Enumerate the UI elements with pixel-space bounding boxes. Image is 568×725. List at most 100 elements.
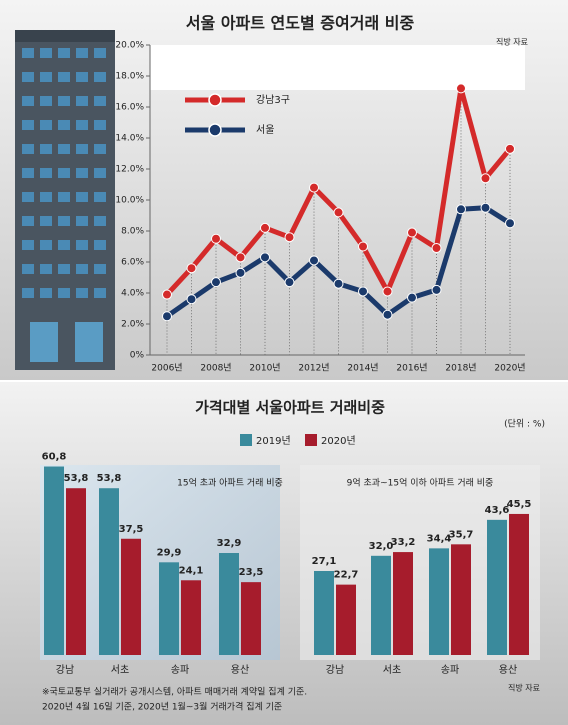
x-tick-label: 강남 [56,664,74,676]
value-label: 32,0 [369,541,394,552]
building-window [76,144,88,154]
building-window [40,144,52,154]
building-window [40,168,52,178]
legend-label: 강남3구 [256,94,290,106]
legend-label: 2020년 [321,435,356,447]
point [211,233,221,244]
bar [451,544,471,655]
value-label: 24,1 [179,565,204,576]
building-window [76,96,88,106]
value-label: 53,8 [97,473,122,484]
building-window [40,120,52,130]
x-tick-label: 서초 [111,664,129,676]
building-window [58,168,70,178]
point [186,263,197,274]
source: 직방 자료 [496,37,528,47]
x-tick-label: 2008년 [200,363,231,374]
point [456,204,466,215]
point [211,277,221,288]
value-label: 45,5 [507,499,532,510]
building-window [58,96,70,106]
y-tick-label: 6.0% [121,258,144,268]
y-tick-label: 16.0% [115,103,144,113]
point [284,232,295,243]
building-window [94,144,106,154]
bar [487,519,507,655]
legend-swatch [240,434,252,446]
building-window [22,288,34,298]
point [431,243,442,254]
building-window [22,120,34,130]
building-window [40,264,52,274]
building [15,30,115,370]
building-door [75,322,103,362]
point [162,311,172,322]
point [260,222,270,233]
point [456,83,466,94]
building-window [94,168,106,178]
building-window [22,144,34,154]
chart-title: 가격대별 서울아파트 거래비중 [195,399,385,417]
bar [314,570,334,655]
y-tick-label: 8.0% [121,227,144,237]
building-window [76,216,88,226]
building-window [22,96,34,106]
building-window [40,288,52,298]
unit: (단위 : %) [504,419,545,430]
bar [99,488,119,655]
x-tick-label: 2020년 [494,363,525,374]
point [162,289,172,300]
building-window [94,120,106,130]
bar [181,580,201,655]
point [235,252,246,263]
building-window [76,192,88,202]
building-window [58,216,70,226]
legend-label: 서울 [256,124,274,136]
building-window [76,264,88,274]
legend-marker [208,93,222,107]
building-window [94,288,106,298]
value-label: 43,6 [485,505,510,516]
point [309,255,319,266]
building-body [15,40,115,370]
building-window [58,120,70,130]
building-window [58,144,70,154]
value-label: 35,7 [449,529,474,540]
value-label: 32,9 [217,538,242,549]
panel-subtitle: 15억 초과 아파트 거래 비중 [177,477,283,489]
bar [336,584,356,655]
point [333,207,344,218]
point [480,173,491,184]
legend-label: 2019년 [256,435,291,447]
building-window [76,48,88,58]
point [284,277,295,288]
x-tick-label: 2006년 [151,363,182,374]
building-window [76,288,88,298]
building-window [40,216,52,226]
building-window [58,264,70,274]
y-tick-label: 0% [130,351,145,361]
y-tick-label: 4.0% [121,289,144,299]
x-tick-label: 2018년 [445,363,476,374]
y-tick-label: 18.0% [115,72,144,82]
point [309,182,319,193]
x-tick-label: 강남 [326,664,344,676]
building-window [40,96,52,106]
value-label: 60,8 [42,452,67,463]
building-window [76,240,88,250]
building-window [58,72,70,82]
building-window [40,48,52,58]
value-label: 23,5 [239,567,264,578]
bar [66,488,86,655]
bar [371,555,391,655]
building-window [58,48,70,58]
bar [219,553,239,655]
point [186,294,197,305]
building-window [94,192,106,202]
y-tick-label: 20.0% [115,41,144,51]
x-tick-label: 2010년 [249,363,280,374]
building-window [94,264,106,274]
legend-marker [208,123,222,137]
value-label: 22,7 [334,570,359,581]
